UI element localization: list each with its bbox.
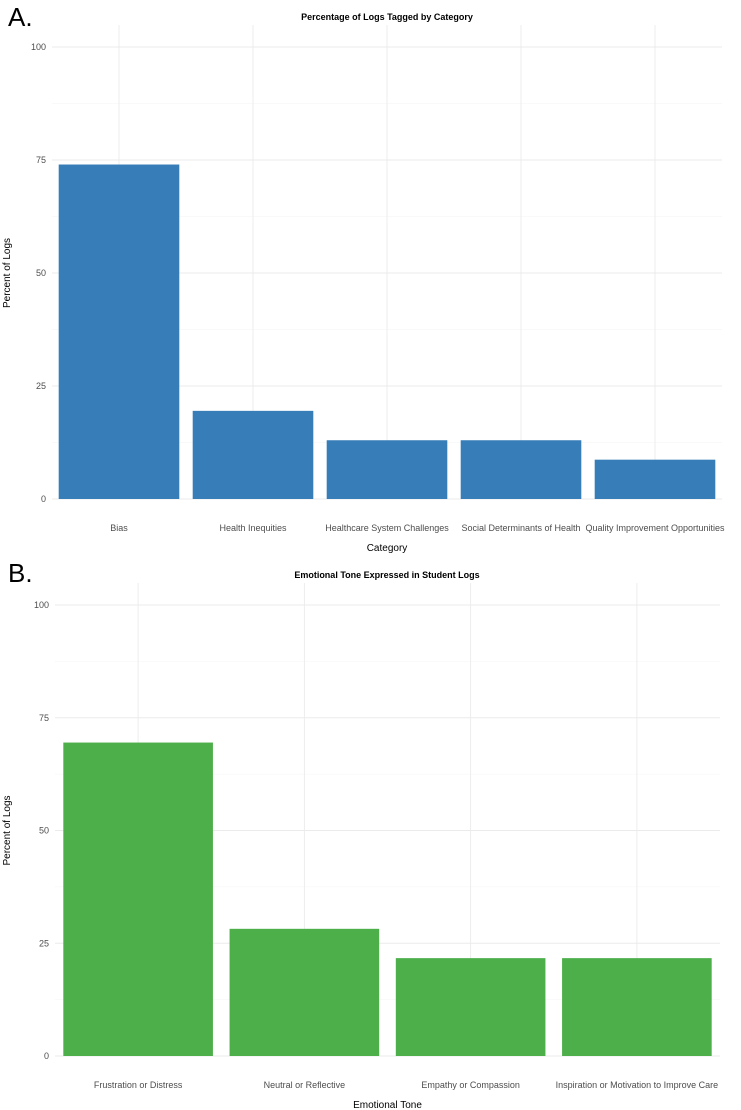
chart-title: Percentage of Logs Tagged by Category [301,12,473,22]
x-tick-label: Neutral or Reflective [264,1080,346,1090]
bar-health-inequities [192,410,314,499]
y-tick-label: 0 [44,1051,49,1061]
x-tick-label: Healthcare System Challenges [325,523,449,533]
bar-chart-category: 0 25 50 75 100 Bias Health Inequities Healthcar… [2,12,725,554]
y-tick-label: 50 [36,268,46,278]
y-axis-title: Percent of Logs [2,238,13,308]
y-tick-label: 75 [39,713,49,723]
chart-panel-b: B. 0 25 50 75 100 Frustration or Distress Neut… [0,556,741,1110]
bar-chart-emotional-tone: 0 25 50 75 100 Frustration or Distress Neutral… [2,570,720,1110]
x-tick-label: Empathy or Compassion [421,1080,520,1090]
bar-inspiration-or-motivation-to-improve-care [562,958,712,1056]
x-axis-title: Category [367,543,408,554]
chart-title: Emotional Tone Expressed in Student Logs [294,570,479,580]
x-tick-label: Bias [110,523,128,533]
y-tick-label: 50 [39,826,49,836]
y-tick-label: 25 [39,938,49,948]
x-tick-label: Health Inequities [219,523,287,533]
y-axis-title: Percent of Logs [2,795,13,865]
x-tick-label: Frustration or Distress [94,1080,183,1090]
bar-empathy-or-compassion [395,958,546,1056]
x-axis-title: Emotional Tone [353,1100,422,1110]
y-tick-label: 0 [41,494,46,504]
y-tick-label: 75 [36,155,46,165]
y-tick-label: 100 [34,600,49,610]
panel-label: A. [8,2,33,32]
x-tick-label: Social Determinants of Health [461,523,580,533]
bar-frustration-or-distress [63,742,213,1056]
chart-panel-a: A. 0 25 50 75 100 Bias Health Inequities Health… [2,2,725,554]
bar-bias [58,164,180,499]
bar-neutral-or-reflective [229,928,380,1056]
bar-healthcare-system-challenges [326,440,448,499]
y-tick-label: 25 [36,381,46,391]
bar-quality-improvement-opportunities [594,459,716,499]
panel-label: B. [8,558,33,588]
x-tick-label: Inspiration or Motivation to Improve Car… [556,1080,719,1090]
y-tick-label: 100 [31,42,46,52]
bar-social-determinants-of-health [460,440,582,499]
x-tick-label: Quality Improvement Opportunities [585,523,725,533]
